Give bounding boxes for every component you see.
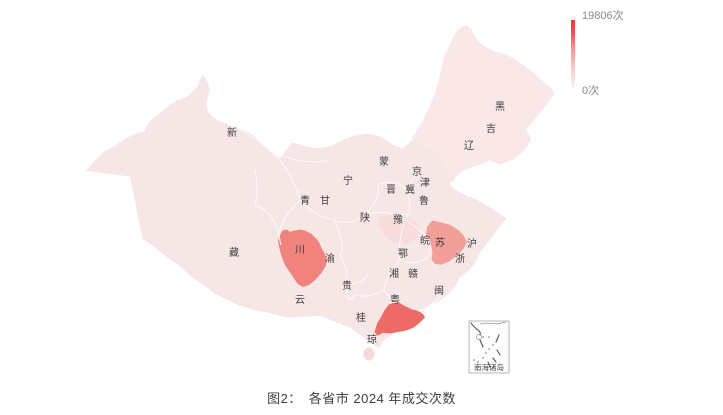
svg-text:贵: 贵 xyxy=(342,279,352,292)
svg-text:南海诸岛: 南海诸岛 xyxy=(474,362,504,372)
svg-text:闽: 闽 xyxy=(434,284,444,297)
svg-text:新: 新 xyxy=(227,126,237,139)
svg-text:川: 川 xyxy=(295,245,305,256)
svg-text:桂: 桂 xyxy=(356,311,366,324)
svg-text:粤: 粤 xyxy=(390,293,400,306)
svg-text:豫: 豫 xyxy=(393,213,403,226)
svg-text:0次: 0次 xyxy=(582,83,599,97)
svg-text:陕: 陕 xyxy=(360,211,370,224)
svg-text:19806次: 19806次 xyxy=(582,8,624,22)
svg-text:宁: 宁 xyxy=(343,174,353,187)
svg-text:辽: 辽 xyxy=(464,140,474,152)
svg-text:冀: 冀 xyxy=(405,183,415,196)
svg-text:藏: 藏 xyxy=(229,247,239,259)
svg-text:云: 云 xyxy=(295,295,305,306)
svg-text:青: 青 xyxy=(300,194,310,207)
svg-text:京: 京 xyxy=(412,165,422,178)
svg-text:赣: 赣 xyxy=(408,267,418,280)
svg-text:甘: 甘 xyxy=(320,194,330,207)
svg-text:皖: 皖 xyxy=(420,234,430,247)
svg-text:吉: 吉 xyxy=(486,123,496,135)
svg-text:湘: 湘 xyxy=(389,267,399,280)
svg-text:蒙: 蒙 xyxy=(379,155,389,168)
svg-text:沪: 沪 xyxy=(467,237,477,250)
svg-text:渝: 渝 xyxy=(325,252,335,265)
svg-text:晋: 晋 xyxy=(386,184,396,196)
svg-text:琼: 琼 xyxy=(367,333,377,346)
svg-text:浙: 浙 xyxy=(455,253,465,265)
svg-text:鲁: 鲁 xyxy=(419,194,429,207)
svg-text:鄂: 鄂 xyxy=(398,248,408,260)
svg-text:黑: 黑 xyxy=(495,101,505,113)
svg-text:津: 津 xyxy=(420,177,430,189)
svg-text:苏: 苏 xyxy=(435,236,445,249)
